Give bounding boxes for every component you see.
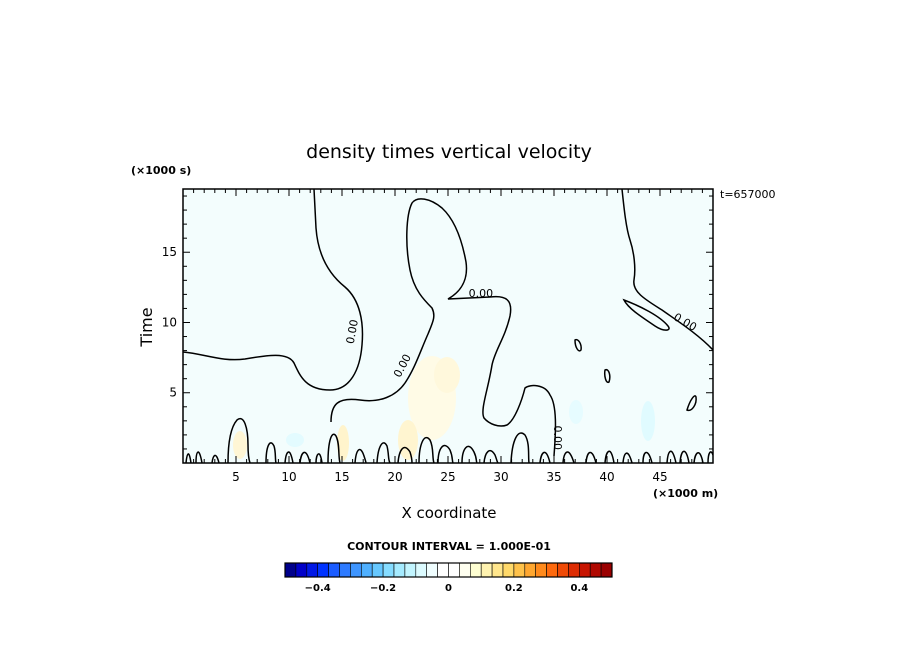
colorbar-cell — [459, 562, 471, 578]
colorbar-cell — [328, 562, 340, 578]
colorbar-cell — [295, 562, 308, 578]
contour-bump-5 — [227, 417, 251, 463]
contour-zero-right — [621, 189, 713, 351]
contour-small-loop-4 — [686, 395, 697, 412]
y-tick-label: 10 — [162, 315, 177, 329]
colorbar-cell — [371, 562, 384, 578]
x-tick-labels: 5 10 15 20 25 30 35 40 45 — [232, 470, 667, 484]
x-tick-label: 35 — [546, 470, 561, 484]
colorbar-cell — [415, 562, 427, 578]
colorbar-tick-label: 0 — [445, 583, 452, 594]
x-unit-label: (×1000 m) — [653, 487, 718, 500]
colorbar-cell — [382, 562, 395, 578]
x-tick-label: 40 — [599, 470, 614, 484]
x-tick-label: 5 — [232, 470, 240, 484]
contour-zero-center — [330, 198, 557, 457]
colorbar-cell — [557, 562, 569, 578]
colorbar-cell — [568, 562, 580, 578]
y-tick-label: 5 — [169, 386, 177, 400]
colorbar-cell — [600, 562, 613, 578]
colorbar-tick-label: 0.4 — [570, 583, 588, 594]
colorbar-cell — [350, 562, 362, 578]
colorbar-tick-label: 0.2 — [505, 583, 523, 594]
colorbar-cell — [317, 562, 329, 578]
y-tick-label: 15 — [162, 245, 177, 259]
x-axis-label: X coordinate — [401, 504, 496, 522]
colorbar-cell — [546, 562, 558, 578]
colorbar-cell — [589, 562, 602, 578]
axis-ticks — [183, 189, 713, 463]
contour-lines — [183, 189, 713, 463]
x-tick-label: 15 — [334, 470, 349, 484]
y-axis-label: Time — [137, 307, 156, 347]
x-tick-label: 10 — [281, 470, 296, 484]
x-tick-label: 20 — [387, 470, 402, 484]
contour-zero-left — [183, 189, 364, 391]
colorbar-cell — [360, 562, 373, 578]
colorbar-cell — [480, 562, 493, 578]
colorbar — [284, 562, 613, 578]
contour-label: 0.00 — [551, 425, 564, 450]
y-tick-labels: 5 10 15 — [162, 245, 177, 400]
colorbar-cell — [426, 562, 438, 578]
contour-small-loop-3 — [604, 368, 611, 384]
contour-small-loop-2 — [574, 338, 582, 352]
colorbar-tick-labels: −0.4 −0.2 0 0.2 0.4 — [305, 583, 589, 594]
colorbar-cell — [491, 562, 504, 578]
colorbar-cell — [339, 562, 351, 578]
colorbar-cell — [578, 562, 591, 578]
colorbar-cell — [448, 562, 460, 578]
colorbar-tick-label: −0.2 — [370, 583, 396, 594]
contour-shading — [183, 189, 713, 463]
contour-label: 0.00 — [469, 287, 494, 300]
colorbar-cell — [524, 562, 536, 578]
colorbar-cell — [535, 562, 547, 578]
contour-small-loop-1 — [622, 298, 670, 331]
colorbar-cell — [404, 562, 417, 578]
colorbar-cell — [306, 562, 318, 578]
contour-bumps-bottom — [185, 432, 713, 463]
colorbar-cell — [502, 562, 515, 578]
contour-label: 0.00 — [344, 319, 361, 345]
colorbar-cell — [469, 562, 482, 578]
x-tick-label: 30 — [493, 470, 508, 484]
chart-title: density times vertical velocity — [306, 141, 592, 163]
colorbar-cell — [437, 562, 449, 578]
x-tick-label: 45 — [652, 470, 667, 484]
colorbar-cell — [284, 562, 297, 578]
x-tick-label: 25 — [440, 470, 455, 484]
y-unit-label: (×1000 s) — [131, 164, 191, 177]
colorbar-cell — [393, 562, 406, 578]
colorbar-tick-label: −0.4 — [305, 583, 331, 594]
contour-interval-text: CONTOUR INTERVAL = 1.000E-01 — [347, 540, 551, 553]
colorbar-frame — [284, 562, 613, 578]
time-stamp: t=657000 — [720, 188, 776, 201]
colorbar-cell — [513, 562, 526, 578]
